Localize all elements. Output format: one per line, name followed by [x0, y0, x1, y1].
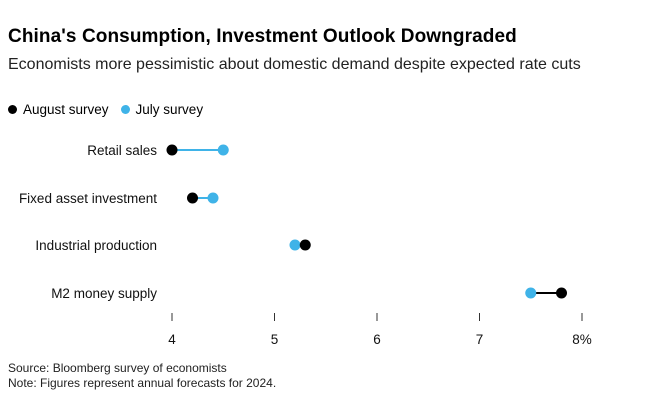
legend-label-july: July survey — [135, 102, 204, 117]
legend-swatch-august — [8, 105, 17, 114]
x-tick-label: 7 — [476, 332, 484, 347]
point-july-fixed-asset-investment — [207, 192, 219, 204]
category-label-fixed-asset-investment: Fixed asset investment — [19, 191, 157, 206]
x-tick-label: 8% — [572, 332, 592, 347]
point-august-industrial-production — [299, 239, 311, 251]
point-august-fixed-asset-investment — [187, 192, 198, 204]
category-label-retail-sales: Retail sales — [87, 143, 157, 158]
category-label-industrial-production: Industrial production — [35, 238, 157, 253]
legend-swatch-july — [120, 105, 130, 114]
legend-item-august: August survey — [8, 102, 109, 117]
point-july-industrial-production — [289, 239, 301, 251]
point-august-retail-sales — [166, 144, 178, 156]
chart-footer: Source: Bloomberg survey of economists N… — [8, 361, 276, 391]
legend-item-july: July survey — [120, 102, 204, 117]
footnote: Note: Figures represent annual forecasts… — [8, 376, 277, 390]
chart-title: China's Consumption, Investment Outlook … — [8, 26, 517, 47]
legend-label-august: August survey — [23, 102, 109, 117]
x-tick-label: 4 — [168, 332, 176, 347]
point-august-m2-money-supply — [556, 287, 567, 299]
category-label-m2-money-supply: M2 money supply — [51, 286, 157, 301]
x-tick-label: 5 — [271, 332, 279, 347]
chart-subtitle: Economists more pessimistic about domest… — [8, 56, 581, 73]
source-note: Source: Bloomberg survey of economists — [8, 361, 227, 375]
x-tick-label: 6 — [373, 332, 381, 347]
legend: August survey July survey — [8, 102, 215, 117]
point-july-m2-money-supply — [525, 287, 537, 299]
point-july-retail-sales — [217, 144, 229, 156]
